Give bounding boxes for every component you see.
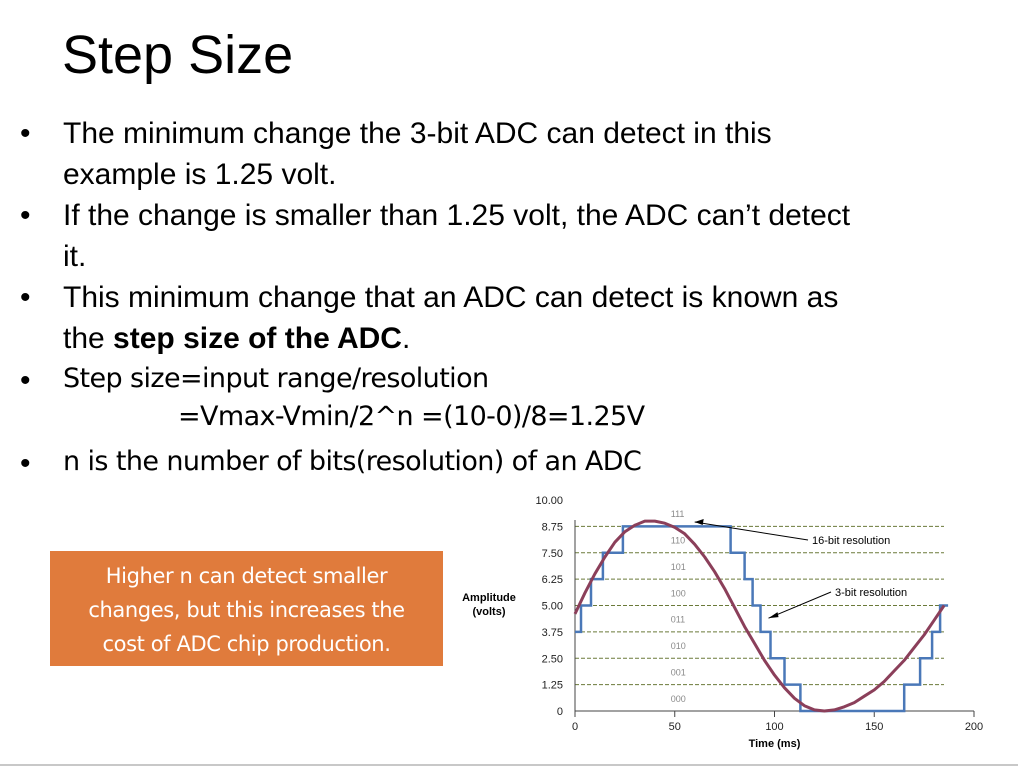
bullet-3-post: . <box>401 322 411 355</box>
bullet-dot: • <box>20 281 31 314</box>
bullet-3-line-1: This minimum change that an ADC can dete… <box>63 281 839 314</box>
series-line-3-bit <box>575 525 949 713</box>
y-tick-label: 5.00 <box>542 601 563 613</box>
x-tick-label: 0 <box>572 721 578 733</box>
y-tick-label: 7.50 <box>542 548 563 560</box>
y-axis-label: Amplitude <box>462 592 516 604</box>
callout-line-2: changes, but this increases the <box>88 598 405 622</box>
bullet-1-line-1: The minimum change the 3-bit ADC can det… <box>63 117 772 150</box>
bullet-dot: • <box>20 447 31 480</box>
step-size-formula: =Vmax-Vmin/2^n =(10-0)/8=1.25V <box>178 401 645 432</box>
x-axis-label: Time (ms) <box>749 738 801 750</box>
y-axis-label: (volts) <box>473 606 506 618</box>
annotation-arrow-3-bit <box>768 591 832 619</box>
x-tick-labels: 0 50 100 150 200 <box>572 711 983 733</box>
bullet-dot: • <box>20 117 31 150</box>
level-code-label: 000 <box>671 694 686 704</box>
chart-series <box>573 519 949 713</box>
y-tick-label: 1.25 <box>542 680 563 692</box>
annotation-3-bit: 3-bit resolution <box>835 587 907 599</box>
step-size-emphasis: step size of the ADC <box>113 322 402 355</box>
x-tick-label: 50 <box>669 721 681 733</box>
bullet-2-line-2: it. <box>63 240 87 273</box>
level-code-label: 100 <box>671 588 686 598</box>
bullet-4-line-1: Step size=input range/resolution <box>63 363 489 394</box>
level-code-label: 010 <box>671 641 686 651</box>
callout-box: Higher n can detect smaller changes, but… <box>50 551 443 666</box>
level-code-label: 011 <box>671 615 685 625</box>
bullet-2-line-1: If the change is smaller than 1.25 volt,… <box>63 199 851 232</box>
level-code-labels: 000 001 010 011 100 101 110 111 <box>671 509 686 704</box>
bullet-3-line-2: the step size of the ADC. <box>63 318 410 359</box>
x-tick-label: 100 <box>765 721 783 733</box>
slide-bottom-rule <box>0 764 1018 766</box>
bullet-3-pre: the <box>63 322 114 355</box>
bullet-1-line-2: example is 1.25 volt. <box>63 158 337 191</box>
y-tick-label: 3.75 <box>542 627 563 639</box>
arrowhead-16-bit <box>694 519 704 526</box>
chart-annotations: 16-bit resolution 3-bit resolution <box>694 519 907 619</box>
level-code-label: 001 <box>671 667 686 677</box>
callout-line-1: Higher n can detect smaller <box>105 564 388 588</box>
annotation-arrow-16-bit <box>694 521 809 541</box>
chart-axes <box>574 520 974 712</box>
x-tick-label: 200 <box>965 721 983 733</box>
axis-labels: Amplitude (volts) Time (ms) <box>462 592 801 750</box>
annotation-16-bit: 16-bit resolution <box>812 535 890 547</box>
level-code-label: 101 <box>671 562 686 572</box>
level-code-label: 111 <box>671 509 685 519</box>
arrowhead-3-bit <box>768 612 779 619</box>
x-tick-label: 150 <box>865 721 883 733</box>
adc-resolution-chart: 000 001 010 011 100 101 110 111 0 1.25 2.50 3.75 5.… <box>462 495 983 750</box>
callout-line-3: cost of ADC chip production. <box>102 632 391 656</box>
y-tick-label: 2.50 <box>542 653 563 665</box>
slide-title: Step Size <box>62 25 294 85</box>
y-tick-label: 0 <box>557 706 563 718</box>
bullet-dot: • <box>20 364 31 397</box>
y-tick-label: 6.25 <box>542 574 563 586</box>
y-tick-label: 8.75 <box>542 521 563 533</box>
level-code-label: 110 <box>671 536 685 546</box>
y-tick-label: 10.00 <box>535 495 563 507</box>
bullet-dot: • <box>20 199 31 232</box>
series-line-16-bit <box>573 519 946 713</box>
y-tick-labels: 0 1.25 2.50 3.75 5.00 6.25 7.50 8.75 10.00 <box>535 495 563 718</box>
bullet-5-line-1: n is the number of bits(resolution) of a… <box>63 446 642 477</box>
